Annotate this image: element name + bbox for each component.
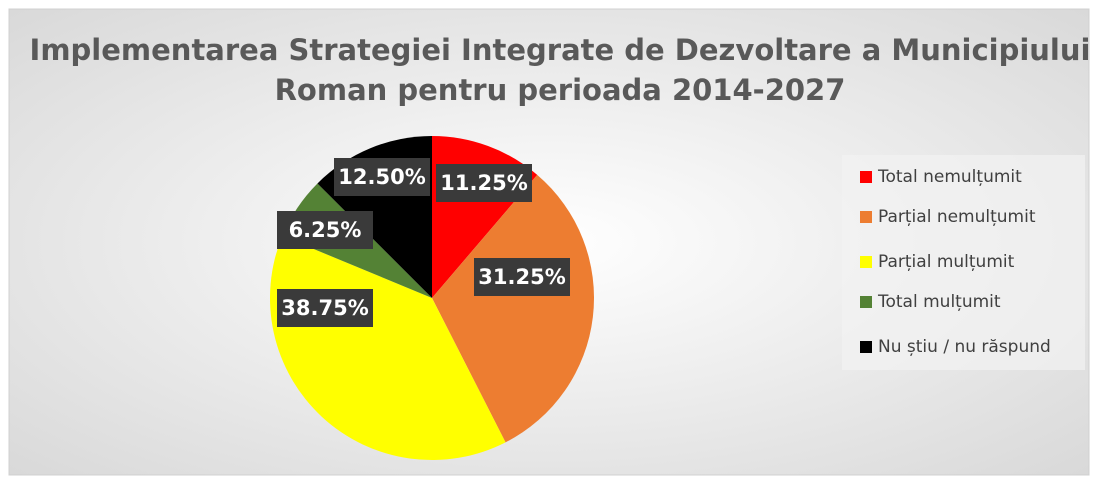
data-label: 11.25%: [440, 171, 527, 195]
legend-box: [842, 155, 1085, 370]
legend-swatch: [860, 171, 872, 183]
data-label-box: [277, 289, 373, 327]
data-label-box: [474, 258, 570, 296]
legend-label: Total mulțumit: [877, 292, 1001, 312]
data-label-box: [334, 158, 430, 196]
legend-label: Total nemulțumit: [877, 167, 1022, 187]
legend-swatch: [860, 296, 872, 308]
legend-swatch: [860, 256, 872, 268]
legend-swatch: [860, 341, 872, 353]
data-label-box: [277, 211, 373, 249]
data-label: 6.25%: [289, 218, 362, 242]
legend-label: Parțial nemulțumit: [878, 207, 1036, 227]
legend-swatch: [860, 211, 872, 223]
legend-label: Nu știu / nu răspund: [878, 337, 1051, 357]
data-label: 31.25%: [478, 265, 565, 289]
data-label-box: [436, 164, 532, 202]
legend-label: Parțial mulțumit: [878, 252, 1015, 272]
data-label: 12.50%: [338, 165, 425, 189]
pie-slice: [432, 174, 594, 443]
chart-title: Implementarea Strategiei Integrate de De…: [30, 33, 1091, 107]
data-label: 38.75%: [281, 296, 368, 320]
